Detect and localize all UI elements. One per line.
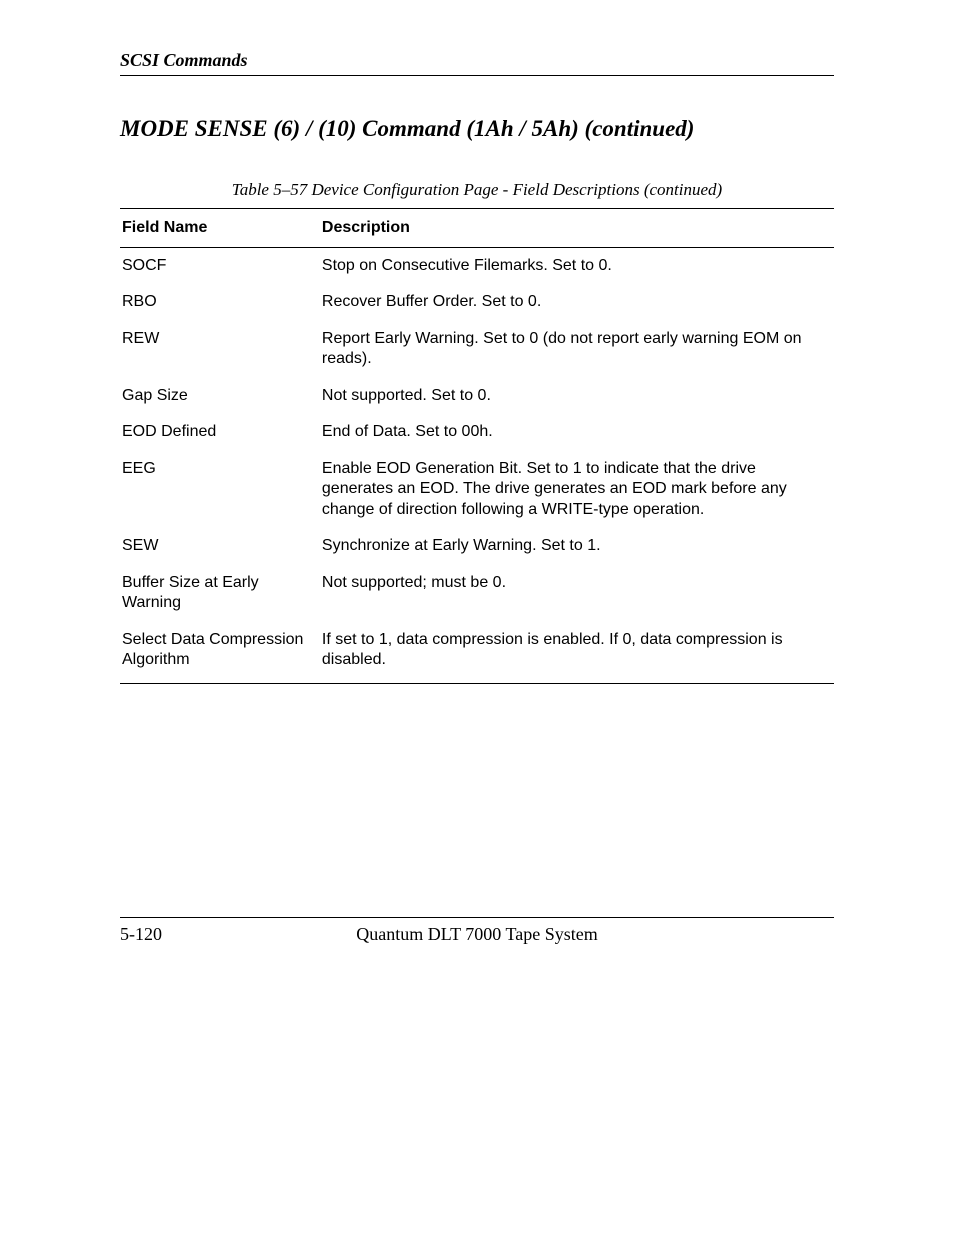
- cell-description: Recover Buffer Order. Set to 0.: [320, 284, 834, 320]
- table-row: REW Report Early Warning. Set to 0 (do n…: [120, 321, 834, 378]
- cell-description: If set to 1, data compression is enabled…: [320, 622, 834, 683]
- table-row: Select Data Compression Algorithm If set…: [120, 622, 834, 683]
- cell-description: Stop on Consecutive Filemarks. Set to 0.: [320, 248, 834, 285]
- page: SCSI Commands MODE SENSE (6) / (10) Comm…: [0, 0, 954, 684]
- cell-field-name: EEG: [120, 451, 320, 528]
- table-row: SEW Synchronize at Early Warning. Set to…: [120, 528, 834, 564]
- cell-field-name: RBO: [120, 284, 320, 320]
- page-number: 5-120: [120, 924, 162, 945]
- cell-description: Report Early Warning. Set to 0 (do not r…: [320, 321, 834, 378]
- table-row: RBO Recover Buffer Order. Set to 0.: [120, 284, 834, 320]
- cell-field-name: SOCF: [120, 248, 320, 285]
- running-header: SCSI Commands: [120, 50, 834, 76]
- cell-description: Not supported. Set to 0.: [320, 378, 834, 414]
- cell-field-name: EOD Defined: [120, 414, 320, 450]
- cell-description: End of Data. Set to 00h.: [320, 414, 834, 450]
- cell-field-name: Buffer Size at Early Warning: [120, 565, 320, 622]
- table-row: SOCF Stop on Consecutive Filemarks. Set …: [120, 248, 834, 285]
- field-descriptions-table: Field Name Description SOCF Stop on Cons…: [120, 208, 834, 684]
- column-header-description: Description: [320, 209, 834, 248]
- page-footer: 5-120 Quantum DLT 7000 Tape System 5-120: [120, 917, 834, 945]
- cell-description: Not supported; must be 0.: [320, 565, 834, 622]
- cell-description: Synchronize at Early Warning. Set to 1.: [320, 528, 834, 564]
- table-row: EOD Defined End of Data. Set to 00h.: [120, 414, 834, 450]
- table-row: EEG Enable EOD Generation Bit. Set to 1 …: [120, 451, 834, 528]
- column-header-field-name: Field Name: [120, 209, 320, 248]
- cell-field-name: REW: [120, 321, 320, 378]
- table-row: Buffer Size at Early Warning Not support…: [120, 565, 834, 622]
- table-caption: Table 5–57 Device Configuration Page - F…: [120, 180, 834, 200]
- section-title: MODE SENSE (6) / (10) Command (1Ah / 5Ah…: [120, 116, 834, 142]
- cell-field-name: SEW: [120, 528, 320, 564]
- cell-description: Enable EOD Generation Bit. Set to 1 to i…: [320, 451, 834, 528]
- table-row: Gap Size Not supported. Set to 0.: [120, 378, 834, 414]
- cell-field-name: Gap Size: [120, 378, 320, 414]
- book-title: Quantum DLT 7000 Tape System: [162, 924, 792, 945]
- cell-field-name: Select Data Compression Algorithm: [120, 622, 320, 683]
- table-header-row: Field Name Description: [120, 209, 834, 248]
